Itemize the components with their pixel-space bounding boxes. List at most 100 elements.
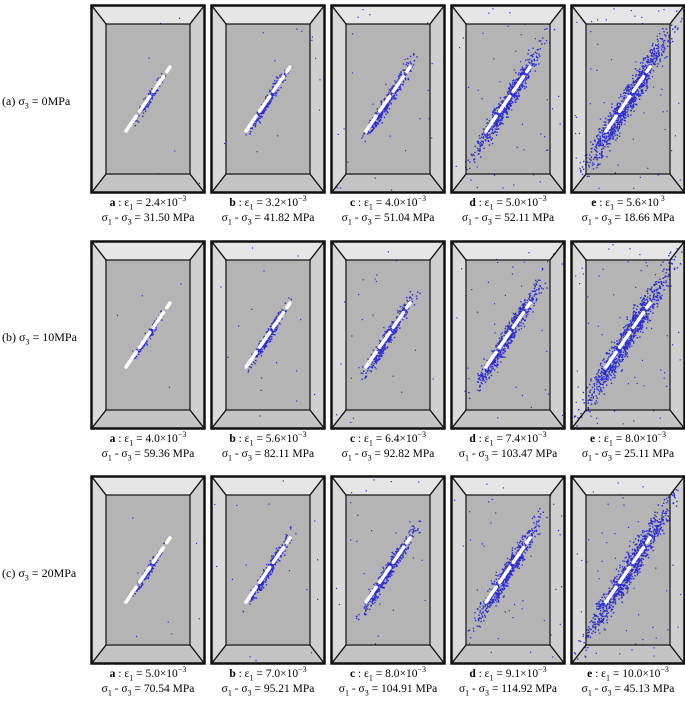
crack-point (497, 113, 499, 115)
crack-point (275, 95, 277, 97)
crack-point (613, 124, 615, 126)
crack-point (266, 341, 269, 344)
crack-point (538, 53, 540, 55)
crack-point (371, 130, 373, 132)
crack-point (653, 62, 655, 64)
crack-point (368, 122, 370, 124)
crack-point (614, 112, 617, 114)
crack-point (151, 96, 153, 98)
crack-point (256, 356, 258, 358)
crack-point (527, 313, 529, 316)
crack-point (377, 358, 379, 360)
crack-point (519, 74, 521, 77)
box-right-face (550, 6, 564, 192)
crack-point (607, 145, 609, 148)
crack-point (273, 94, 275, 96)
crack-point (513, 94, 516, 97)
crack-point (384, 108, 386, 111)
specimen-panel (90, 4, 206, 194)
crack-point (631, 325, 633, 327)
crack-point (610, 379, 612, 381)
crack-point (590, 68, 592, 70)
crack-point (258, 349, 261, 352)
crack-point (611, 370, 614, 372)
crack-point (513, 93, 515, 95)
crack-point (238, 325, 240, 327)
crack-point (147, 106, 149, 108)
crack-point (623, 89, 625, 91)
crack-point (663, 48, 666, 51)
crack-point (544, 282, 547, 284)
row-label: (a) σ3 = 0MPa (2, 94, 70, 110)
crack-point (605, 124, 607, 126)
crack-point (633, 340, 635, 343)
crack-point (377, 122, 379, 125)
crack-point (624, 120, 626, 122)
crack-point (517, 92, 520, 94)
crack-point (634, 103, 637, 106)
stress-value: 59.36 (143, 448, 170, 460)
crack-point (285, 310, 287, 312)
stress-value: 31.50 (143, 212, 170, 224)
crack-point (630, 98, 632, 100)
crack-point (500, 337, 503, 340)
crack-point (597, 389, 600, 391)
crack-point (538, 289, 540, 291)
crack-point (116, 314, 119, 316)
crack-point (526, 77, 529, 79)
crack-point (264, 342, 267, 344)
crack-point (397, 89, 399, 91)
crack-point (610, 126, 613, 128)
crack-point (388, 340, 391, 343)
crack-point (633, 329, 635, 331)
crack-point (527, 301, 529, 304)
crack-point (373, 123, 375, 125)
crack-point (494, 124, 496, 127)
crack-point (516, 79, 519, 82)
crack-point (641, 320, 644, 322)
crack-point (263, 335, 265, 338)
crack-point (612, 110, 614, 112)
crack-point (501, 115, 504, 117)
crack-point (604, 141, 606, 143)
strain-exponent: −3 (298, 194, 307, 204)
crack-point (515, 318, 518, 320)
crack-point (481, 144, 484, 146)
crack-point (653, 48, 655, 50)
crack-point (529, 69, 532, 71)
crack-point (404, 313, 406, 316)
crack-point (538, 292, 540, 294)
crack-point (643, 81, 645, 84)
crack-point (373, 358, 376, 360)
crack-point (485, 371, 488, 373)
crack-point (622, 95, 624, 97)
crack-point (625, 331, 628, 334)
crack-point (617, 164, 619, 166)
crack-point (506, 331, 508, 333)
crack-point (489, 127, 492, 130)
crack-point (634, 304, 636, 306)
crack-point (636, 69, 638, 72)
panel-caption: b : ε1 = 3.2×10−3 σ1 - σ3 = 41.82 MPa (202, 194, 334, 226)
crack-point (142, 345, 144, 348)
crack-point (628, 103, 631, 105)
crack-point (512, 336, 514, 338)
crack-point (605, 127, 607, 129)
crack-point (524, 79, 526, 81)
crack-point (614, 347, 616, 350)
crack-point (575, 157, 577, 159)
crack-point (523, 74, 526, 76)
box-inner-edge (225, 259, 311, 411)
crack-point (614, 130, 617, 132)
panel-caption: a : ε1 = 4.0×10−3 σ1 - σ3 = 59.36 MPa (82, 431, 214, 462)
crack-point (486, 122, 488, 124)
crack-point (625, 87, 627, 89)
crack-point (498, 352, 500, 355)
crack-point (392, 375, 394, 377)
crack-point (663, 42, 665, 44)
crack-point (481, 379, 484, 382)
crack-point (627, 106, 629, 108)
crack-point (681, 251, 683, 253)
crack-point (619, 360, 621, 362)
crack-point (383, 116, 386, 119)
